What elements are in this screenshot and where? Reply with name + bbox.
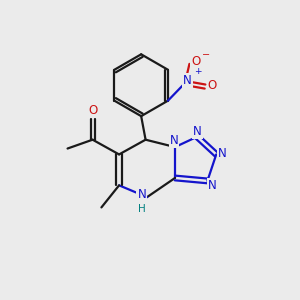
Text: N: N: [218, 147, 227, 160]
Text: N: N: [208, 179, 216, 192]
Text: N: N: [193, 125, 202, 138]
Text: O: O: [208, 80, 217, 92]
Text: +: +: [194, 67, 201, 76]
Text: N: N: [137, 188, 146, 201]
Text: H: H: [139, 205, 146, 214]
Text: N: N: [183, 74, 192, 87]
Text: O: O: [191, 55, 200, 68]
Text: −: −: [202, 50, 210, 60]
Text: N: N: [170, 134, 178, 147]
Text: O: O: [88, 104, 97, 117]
